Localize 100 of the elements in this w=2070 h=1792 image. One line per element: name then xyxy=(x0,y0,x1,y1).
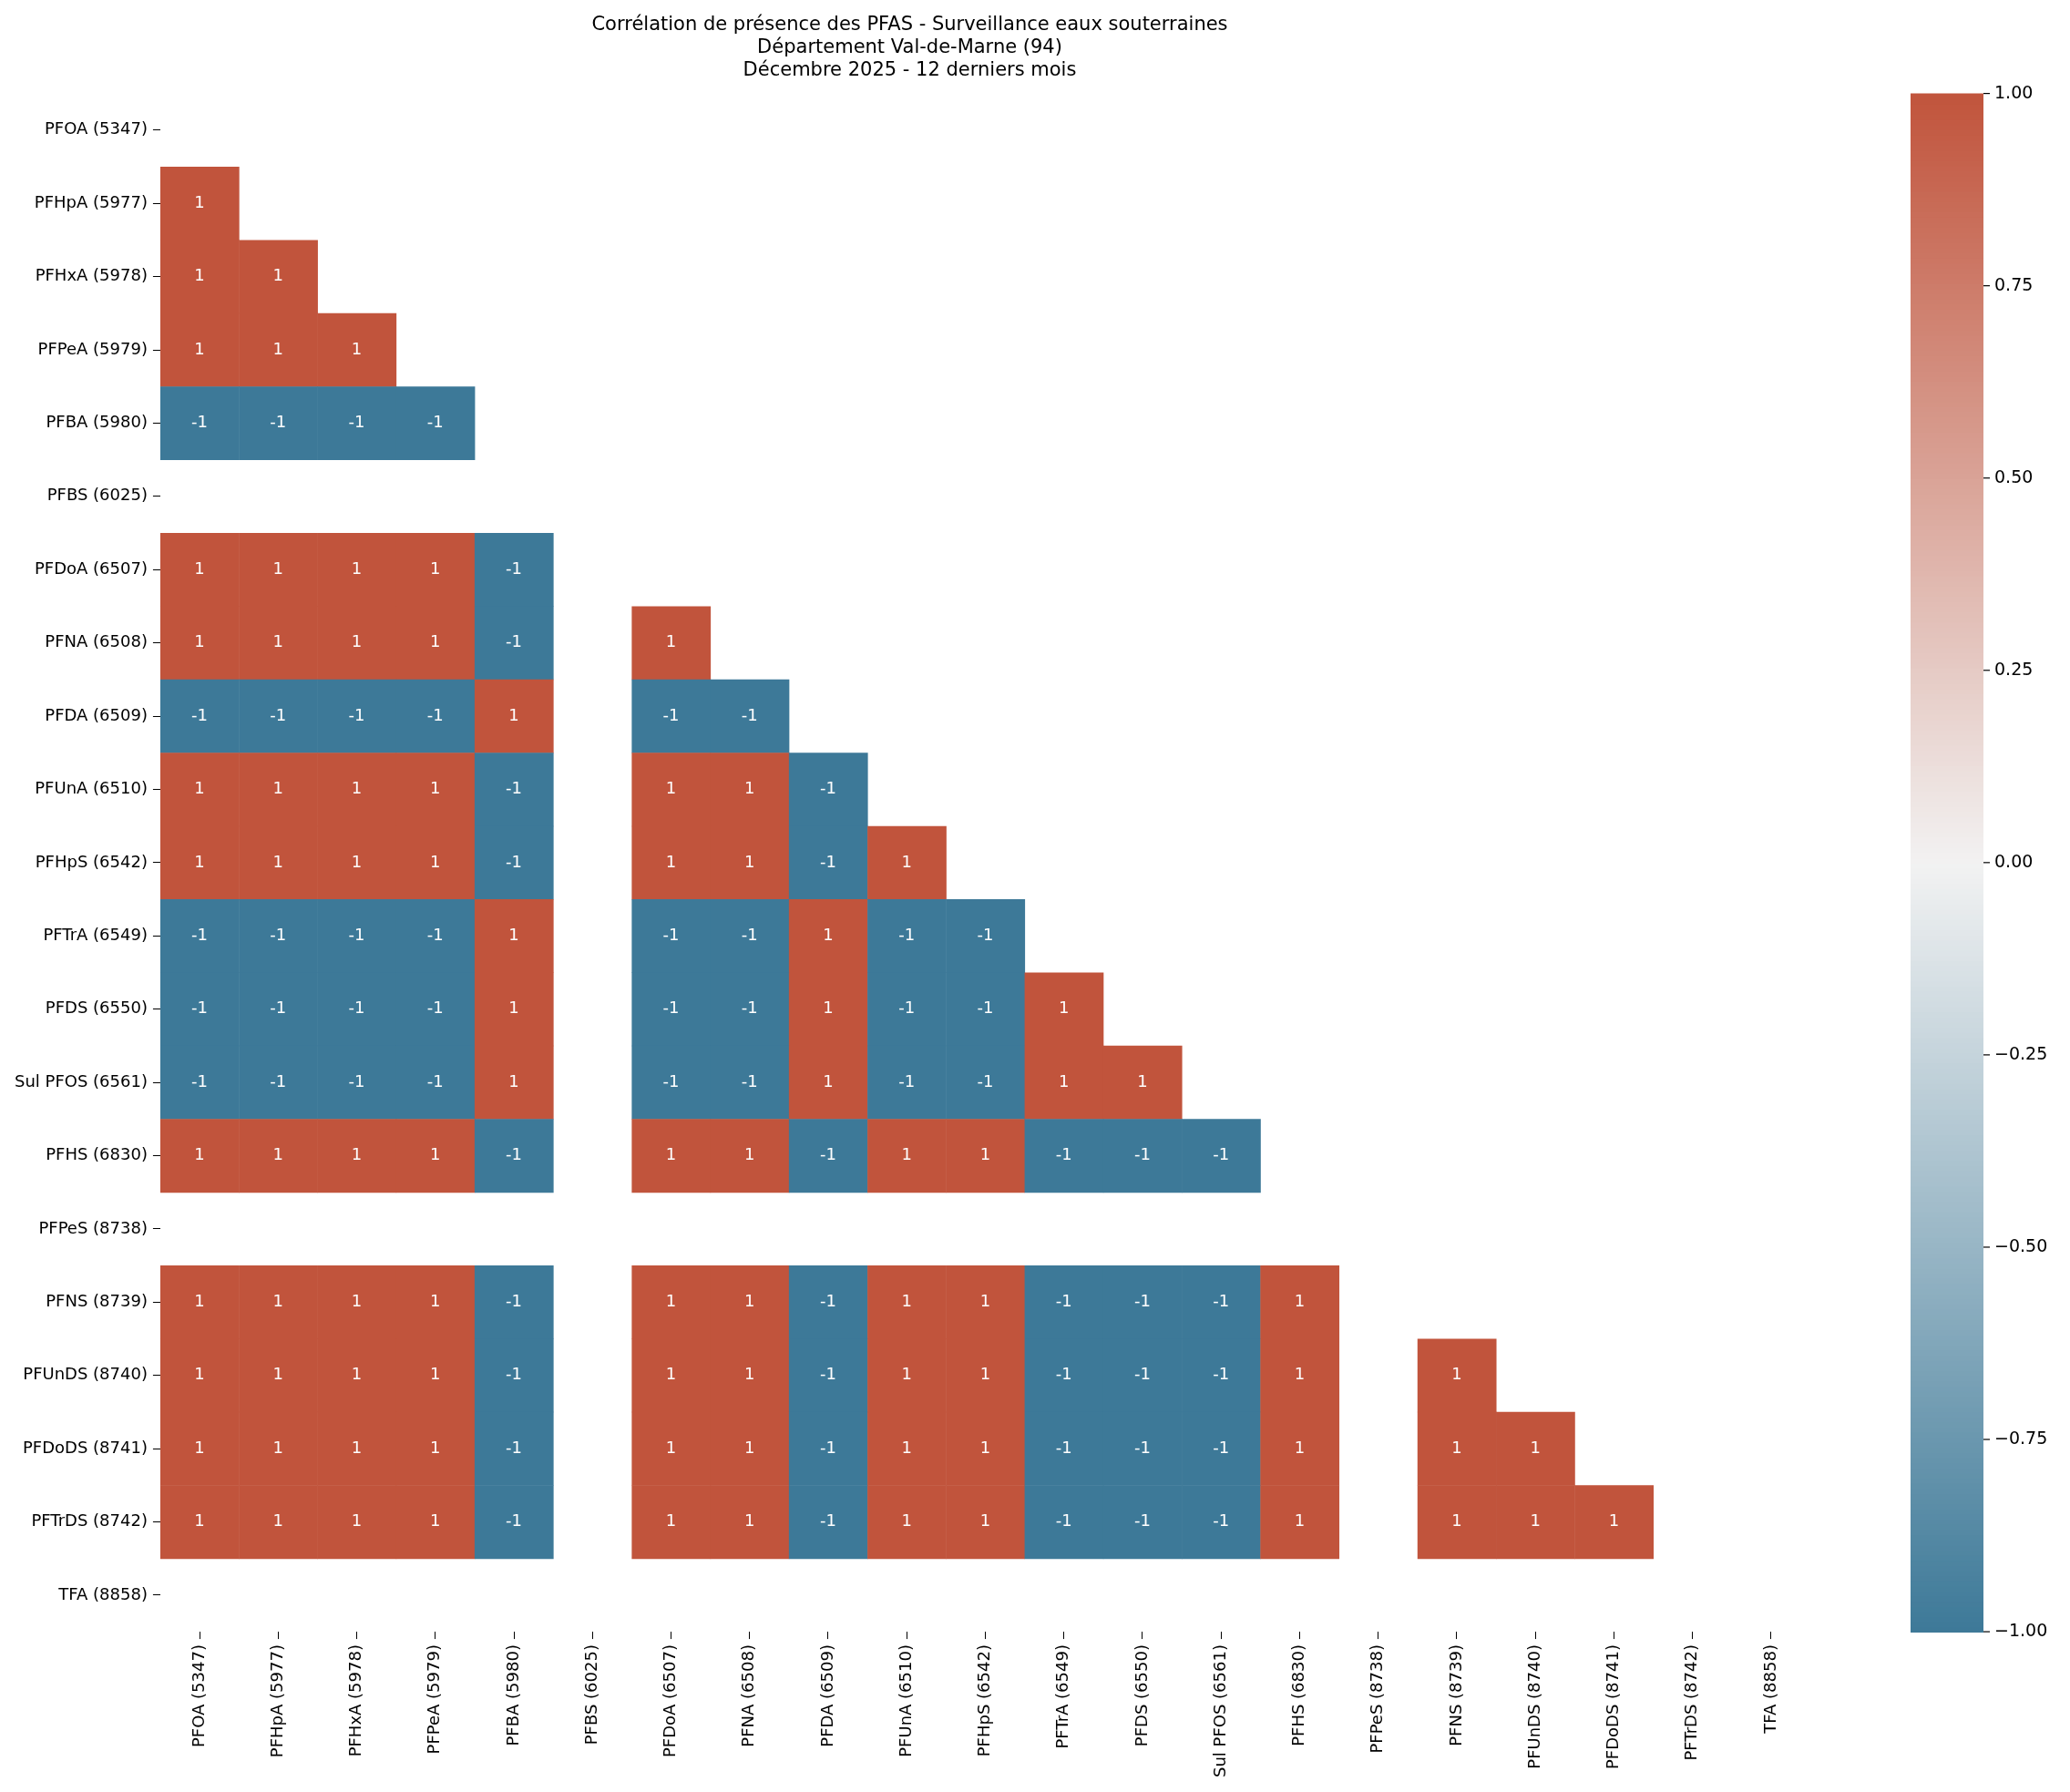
data-label: 1 xyxy=(272,851,284,871)
x-tick-label: PFUnDS (8740) xyxy=(1523,1644,1543,1769)
data-label: 1 xyxy=(744,1144,755,1164)
data-label: 1 xyxy=(665,1290,677,1310)
y-tick-label: PFHS (6830) xyxy=(46,1144,148,1164)
data-label: 1 xyxy=(901,1364,912,1384)
data-label: -1 xyxy=(506,778,522,798)
chart-title: Corrélation de présence des PFAS - Surveillance eaux souterraines Département Val-de-Marne (94) Décembre 2025 - 12 derniers mois xyxy=(591,13,1228,81)
data-label: -1 xyxy=(426,704,444,724)
color-bar-label: 0.00 xyxy=(1994,850,2034,871)
color-bar-label: −1.00 xyxy=(1994,1620,2048,1640)
data-label: 1 xyxy=(823,924,834,944)
data-label: 1 xyxy=(744,851,755,871)
x-tick-label: PFDS (6550) xyxy=(1131,1644,1151,1747)
data-label: -1 xyxy=(270,1070,287,1091)
data-label: 1 xyxy=(901,851,912,871)
data-label: 1 xyxy=(430,851,441,871)
y-tick-label: PFBA (5980) xyxy=(46,412,148,432)
data-label: 1 xyxy=(1608,1510,1620,1531)
data-label: 1 xyxy=(351,631,363,651)
data-label: -1 xyxy=(348,1070,365,1091)
data-label: 1 xyxy=(1294,1437,1306,1457)
y-tick-label: PFUnDS (8740) xyxy=(23,1364,148,1384)
color-bar-label: −0.50 xyxy=(1994,1234,2048,1255)
data-label: 1 xyxy=(979,1437,991,1457)
data-label: 1 xyxy=(194,558,205,578)
color-bar-label: 0.75 xyxy=(1994,273,2034,294)
data-label: 1 xyxy=(194,851,205,871)
data-label: -1 xyxy=(506,1364,522,1384)
y-tick-label: PFDoA (6507) xyxy=(34,558,148,578)
y-tick-label: PFPeA (5979) xyxy=(37,338,148,358)
data-label: -1 xyxy=(977,924,994,944)
color-bar-label: 1.00 xyxy=(1994,81,2034,102)
data-label: -1 xyxy=(820,1290,836,1310)
data-label: 1 xyxy=(272,1437,284,1457)
x-tick-label: PFHpA (5977) xyxy=(266,1644,286,1758)
data-label: 1 xyxy=(272,1144,284,1164)
data-label: -1 xyxy=(1213,1437,1230,1457)
data-label: 1 xyxy=(430,1364,441,1384)
data-label: 1 xyxy=(351,338,363,358)
data-label: 1 xyxy=(351,778,363,798)
data-label: -1 xyxy=(506,1510,522,1531)
data-label: 1 xyxy=(823,1070,834,1091)
data-label: 1 xyxy=(272,631,284,651)
data-label: -1 xyxy=(506,631,522,651)
data-label: 1 xyxy=(351,1510,363,1531)
data-label: 1 xyxy=(508,998,519,1018)
data-label: -1 xyxy=(191,1070,209,1091)
x-tick-label: PFNS (8739) xyxy=(1445,1644,1465,1746)
x-tick-label: PFDoDS (8741) xyxy=(1603,1644,1623,1770)
data-label: 1 xyxy=(823,998,834,1018)
data-label: 1 xyxy=(272,338,284,358)
data-label: 1 xyxy=(1294,1290,1306,1310)
data-label: 1 xyxy=(665,1144,677,1164)
data-label: -1 xyxy=(191,998,209,1018)
y-tick-label: PFHpA (5977) xyxy=(34,191,148,211)
data-label: 1 xyxy=(430,558,441,578)
x-tick-label: PFHxA (5978) xyxy=(345,1644,365,1757)
data-label: 1 xyxy=(1294,1364,1306,1384)
data-label: -1 xyxy=(741,1070,758,1091)
data-label: -1 xyxy=(820,1144,836,1164)
data-label: -1 xyxy=(898,998,916,1018)
data-label: 1 xyxy=(430,1510,441,1531)
data-label: 1 xyxy=(351,1437,363,1457)
data-label: 1 xyxy=(979,1364,991,1384)
data-label: -1 xyxy=(270,924,287,944)
data-label: 1 xyxy=(194,1290,205,1310)
data-label: -1 xyxy=(1133,1290,1151,1310)
data-label: -1 xyxy=(1213,1364,1230,1384)
color-bar-label: −0.75 xyxy=(1994,1427,2048,1448)
y-tick-label: PFNA (6508) xyxy=(45,631,148,651)
data-label: 1 xyxy=(351,851,363,871)
data-label: 1 xyxy=(272,558,284,578)
x-tick-label: PFHS (6830) xyxy=(1288,1644,1308,1746)
data-label: -1 xyxy=(898,1070,916,1091)
data-label: -1 xyxy=(348,704,365,724)
data-label: 1 xyxy=(1294,1510,1306,1531)
y-tick-label: PFHpS (6542) xyxy=(35,851,148,871)
color-bar-label: 0.50 xyxy=(1994,466,2034,486)
data-label: 1 xyxy=(194,191,205,211)
x-tick-label: PFDA (6509) xyxy=(816,1644,836,1747)
data-label: -1 xyxy=(898,924,916,944)
data-label: -1 xyxy=(1213,1510,1230,1531)
data-label: 1 xyxy=(665,1364,677,1384)
data-label: -1 xyxy=(270,412,287,432)
data-label: 1 xyxy=(1451,1437,1462,1457)
data-label: 1 xyxy=(901,1290,912,1310)
data-label: -1 xyxy=(662,704,680,724)
data-label: -1 xyxy=(977,998,994,1018)
data-label: 1 xyxy=(1137,1070,1148,1091)
data-label: 1 xyxy=(744,1437,755,1457)
color-bar-label: −0.25 xyxy=(1994,1042,2048,1063)
x-tick-label: PFPeS (8738) xyxy=(1367,1644,1387,1754)
data-label: -1 xyxy=(1213,1290,1230,1310)
y-tick-label: PFDoDS (8741) xyxy=(22,1437,148,1457)
data-label: 1 xyxy=(901,1437,912,1457)
data-label: -1 xyxy=(820,1364,836,1384)
data-label: 1 xyxy=(194,1437,205,1457)
data-label: -1 xyxy=(506,558,522,578)
data-label: 1 xyxy=(744,1364,755,1384)
